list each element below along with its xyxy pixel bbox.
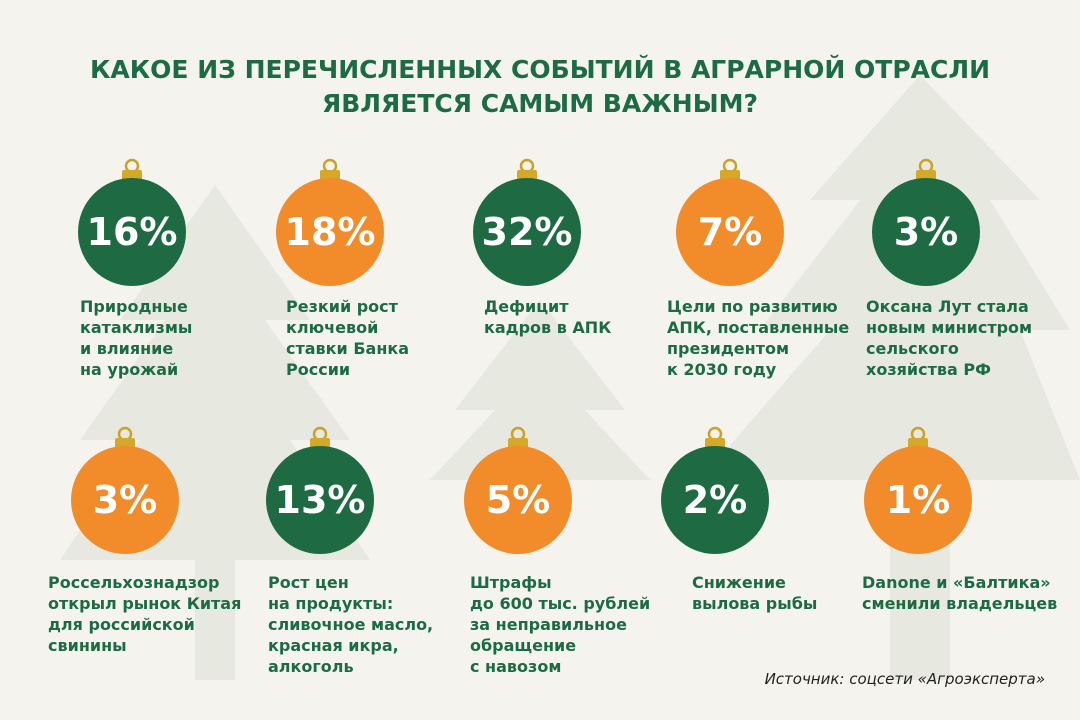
ornament [71,446,179,554]
item-label: для российской [48,615,195,634]
ornament [872,178,980,286]
percent: 18% [285,210,376,254]
percent: 5% [486,478,551,522]
item-label: открыл рынок Китая [48,594,241,613]
ornament [78,178,186,286]
percent: 13% [275,478,366,522]
item-label: России [286,360,350,379]
item-label: Природные [80,297,188,316]
item-label: Резкий рост [286,297,399,316]
item-label: Снижение [692,573,786,592]
item-label: обращение [470,636,576,655]
percent: 32% [482,210,573,254]
ornament [266,446,374,554]
ornament [676,178,784,286]
item-label: на урожай [80,360,178,379]
item-label: Штрафы [470,573,552,592]
item-label: новым министром [866,318,1032,337]
item-label: Danone и «Балтика» [862,573,1051,592]
percent: 16% [87,210,178,254]
title: ЯВЛЯЕТСЯ САМЫМ ВАЖНЫМ? [322,89,758,118]
item-label: АПК, поставленные [667,318,849,337]
percent: 7% [698,210,763,254]
percent: 3% [894,210,959,254]
item-label: хозяйства РФ [866,360,991,379]
ornament [661,446,769,554]
item-label: и влияние [80,339,173,358]
item-label: к 2030 году [667,360,777,379]
item-label: вылова рыбы [692,594,817,613]
ornament [276,178,384,286]
ornament [473,178,581,286]
item-label: катаклизмы [80,318,192,337]
item-label: Дефицит [484,297,569,316]
percent: 2% [683,478,748,522]
ornament [464,446,572,554]
item-label: на продукты: [268,594,393,613]
percent: 1% [886,478,951,522]
item-label: Оксана Лут стала [866,297,1029,316]
item-label: за неправильное [470,615,627,634]
title: КАКОЕ ИЗ ПЕРЕЧИСЛЕННЫХ СОБЫТИЙ В АГРАРНО… [90,55,990,84]
item-label: президентом [667,339,789,358]
item-label: Россельхознадзор [48,573,220,592]
item-label: ставки Банка [286,339,409,358]
item-label: до 600 тыс. рублей [470,594,650,613]
source: Источник: соцсети «Агроэксперта» [765,670,1045,688]
item-label: Рост цен [268,573,349,592]
item-label: Цели по развитию [667,297,838,316]
item-label: сливочное масло, [268,615,433,634]
item-label: красная икра, [268,636,399,655]
item-label: свинины [48,636,127,655]
item-label: сменили владельцев [862,594,1057,613]
item-label: алкоголь [268,657,354,676]
item-label: кадров в АПК [484,318,611,337]
item-label: с навозом [470,657,561,676]
item-label: сельского [866,339,959,358]
item-label: ключевой [286,318,378,337]
ornament [864,446,972,554]
percent: 3% [93,478,158,522]
